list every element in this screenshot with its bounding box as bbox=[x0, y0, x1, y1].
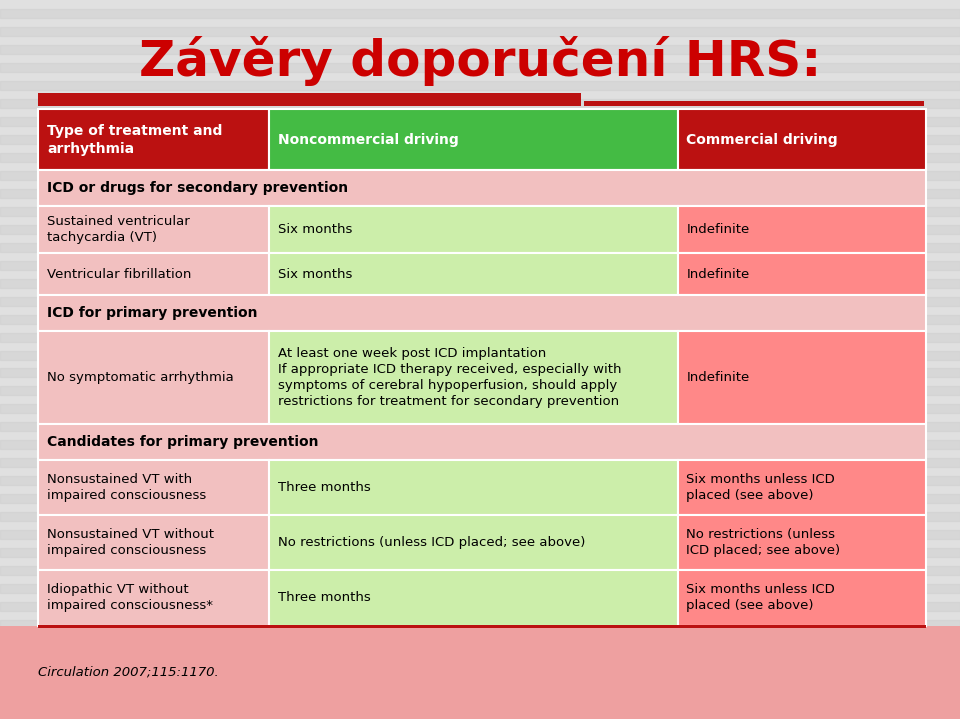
Bar bbox=[0, 674, 960, 683]
Bar bbox=[0, 692, 960, 701]
Bar bbox=[0, 261, 960, 270]
Text: At least one week post ICD implantation
If appropriate ICD therapy received, esp: At least one week post ICD implantation … bbox=[278, 347, 621, 408]
Text: Nonsustained VT with
impaired consciousness: Nonsustained VT with impaired consciousn… bbox=[47, 473, 206, 502]
Text: Six months unless ICD
placed (see above): Six months unless ICD placed (see above) bbox=[686, 583, 835, 613]
Bar bbox=[0, 387, 960, 395]
Bar bbox=[0, 171, 960, 180]
Text: Three months: Three months bbox=[278, 592, 371, 605]
Bar bbox=[269, 253, 678, 296]
Bar bbox=[0, 440, 960, 449]
Text: Indefinite: Indefinite bbox=[686, 267, 750, 280]
Bar bbox=[0, 224, 960, 234]
Text: No restrictions (unless ICD placed; see above): No restrictions (unless ICD placed; see … bbox=[278, 536, 586, 549]
Bar bbox=[0, 476, 960, 485]
Bar bbox=[0, 368, 960, 377]
Bar bbox=[0, 117, 960, 126]
Text: Sustained ventricular
tachycardia (VT): Sustained ventricular tachycardia (VT) bbox=[47, 215, 190, 244]
Bar bbox=[0, 243, 960, 252]
Text: Idiopathic VT without
impaired consciousness*: Idiopathic VT without impaired conscious… bbox=[47, 583, 213, 613]
Bar bbox=[0, 81, 960, 90]
Bar bbox=[38, 296, 926, 331]
Text: Six months: Six months bbox=[278, 223, 352, 236]
Text: Type of treatment and
arrhythmia: Type of treatment and arrhythmia bbox=[47, 124, 223, 155]
Bar bbox=[0, 207, 960, 216]
Bar bbox=[0, 512, 960, 521]
Bar bbox=[269, 515, 678, 570]
Text: Candidates for primary prevention: Candidates for primary prevention bbox=[47, 435, 319, 449]
Bar bbox=[0, 459, 960, 467]
Bar bbox=[0, 603, 960, 611]
Bar bbox=[38, 515, 269, 570]
Bar bbox=[38, 170, 926, 206]
Bar bbox=[678, 331, 926, 424]
Text: Nonsustained VT without
impaired consciousness: Nonsustained VT without impaired conscio… bbox=[47, 528, 214, 557]
Bar bbox=[0, 153, 960, 162]
Text: Ventricular fibrillation: Ventricular fibrillation bbox=[47, 267, 191, 280]
Bar bbox=[678, 570, 926, 626]
Text: ICD for primary prevention: ICD for primary prevention bbox=[47, 306, 257, 320]
Bar bbox=[38, 331, 269, 424]
Bar bbox=[0, 620, 960, 629]
Text: Six months unless ICD
placed (see above): Six months unless ICD placed (see above) bbox=[686, 473, 835, 502]
Bar bbox=[269, 570, 678, 626]
Bar bbox=[678, 206, 926, 253]
Text: Noncommercial driving: Noncommercial driving bbox=[278, 133, 459, 147]
Bar bbox=[269, 331, 678, 424]
Text: ICD or drugs for secondary prevention: ICD or drugs for secondary prevention bbox=[47, 181, 348, 196]
Bar bbox=[678, 109, 926, 170]
Text: Circulation 2007;115:1170.: Circulation 2007;115:1170. bbox=[38, 666, 219, 679]
Bar bbox=[0, 710, 960, 719]
Bar bbox=[0, 638, 960, 647]
Text: Three months: Three months bbox=[278, 481, 371, 494]
Bar bbox=[0, 27, 960, 36]
Text: Indefinite: Indefinite bbox=[686, 223, 750, 236]
Bar bbox=[0, 99, 960, 108]
Bar bbox=[0, 584, 960, 593]
Bar bbox=[0, 351, 960, 360]
Bar bbox=[0, 626, 960, 719]
Bar bbox=[584, 101, 924, 106]
Bar bbox=[678, 515, 926, 570]
Bar bbox=[38, 424, 926, 460]
Bar bbox=[38, 206, 269, 253]
Bar bbox=[38, 93, 581, 106]
Bar bbox=[0, 297, 960, 306]
Bar bbox=[38, 109, 269, 170]
Bar bbox=[0, 656, 960, 665]
Bar bbox=[0, 9, 960, 18]
Bar bbox=[38, 625, 926, 628]
Bar bbox=[0, 495, 960, 503]
Bar bbox=[269, 206, 678, 253]
Bar bbox=[0, 63, 960, 72]
Bar bbox=[38, 253, 269, 296]
Bar bbox=[38, 570, 269, 626]
Bar bbox=[0, 45, 960, 54]
Bar bbox=[0, 189, 960, 198]
Bar bbox=[0, 332, 960, 342]
Bar bbox=[678, 253, 926, 296]
Text: Six months: Six months bbox=[278, 267, 352, 280]
Bar bbox=[0, 422, 960, 431]
Text: No symptomatic arrhythmia: No symptomatic arrhythmia bbox=[47, 371, 234, 384]
Bar bbox=[0, 531, 960, 539]
Bar bbox=[0, 135, 960, 144]
Bar bbox=[0, 548, 960, 557]
Bar bbox=[269, 109, 678, 170]
Bar bbox=[0, 404, 960, 413]
Bar bbox=[38, 460, 269, 515]
Text: Závěry doporučení HRS:: Závěry doporučení HRS: bbox=[139, 36, 821, 86]
Bar bbox=[269, 460, 678, 515]
Text: Commercial driving: Commercial driving bbox=[686, 133, 838, 147]
Bar bbox=[0, 279, 960, 288]
Bar bbox=[0, 315, 960, 324]
Text: Indefinite: Indefinite bbox=[686, 371, 750, 384]
Bar bbox=[678, 460, 926, 515]
Text: No restrictions (unless
ICD placed; see above): No restrictions (unless ICD placed; see … bbox=[686, 528, 841, 557]
Bar bbox=[0, 567, 960, 575]
